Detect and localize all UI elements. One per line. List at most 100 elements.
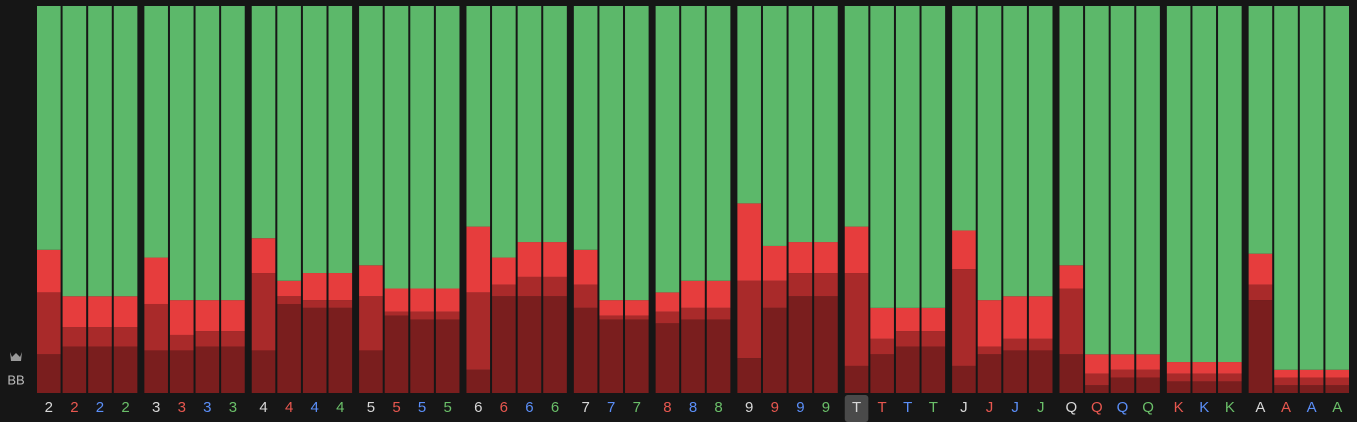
bar-segment xyxy=(1218,373,1242,382)
bar-segment xyxy=(1325,369,1349,378)
bar-segment xyxy=(113,296,138,328)
bar-segment xyxy=(492,296,516,393)
bar-segment xyxy=(1136,354,1160,370)
bar-segment xyxy=(88,327,112,347)
x-tick-label: 5 xyxy=(418,399,426,416)
bar-segment xyxy=(1085,6,1109,355)
bar-segment xyxy=(384,311,409,316)
x-tick-label: 4 xyxy=(311,399,319,416)
bar-segment xyxy=(169,300,194,335)
x-tick-label: 6 xyxy=(525,399,533,416)
bar-segment xyxy=(1274,377,1298,386)
bar-segment xyxy=(221,346,245,393)
bar-segment xyxy=(410,6,434,289)
bar-segment xyxy=(921,6,946,308)
bar-segment xyxy=(1110,377,1135,393)
bar-segment xyxy=(517,242,542,277)
bar-segment xyxy=(599,6,624,301)
bar-segment xyxy=(1192,362,1217,374)
bar-segment xyxy=(844,273,869,366)
bar-segment xyxy=(952,230,976,270)
bar-segment xyxy=(359,6,383,266)
bar-segment xyxy=(435,311,460,320)
x-tick-label: 6 xyxy=(474,399,482,416)
bar-segment xyxy=(113,6,138,297)
bar-segment xyxy=(251,350,276,393)
bar-segment xyxy=(1325,385,1349,393)
x-tick-label: A xyxy=(1332,399,1342,416)
x-tick-label: T xyxy=(852,399,861,416)
bar-segment xyxy=(1059,288,1084,355)
bar-segment xyxy=(1085,354,1109,374)
bar-segment xyxy=(1085,385,1109,393)
x-tick-label: 3 xyxy=(203,399,211,416)
bar-segment xyxy=(1274,385,1298,393)
bar-segment xyxy=(435,6,460,289)
x-tick-label: 4 xyxy=(285,399,293,416)
x-tick-label: 7 xyxy=(581,399,589,416)
bar-segment xyxy=(302,273,327,301)
bar-segment xyxy=(1110,354,1135,370)
bar-segment xyxy=(706,319,731,393)
bar-segment xyxy=(599,319,624,393)
x-tick-label: J xyxy=(1037,399,1045,416)
bar-segment xyxy=(251,273,276,351)
x-tick-label: 9 xyxy=(771,399,779,416)
bar-segment xyxy=(681,319,705,393)
x-tick-label: T xyxy=(903,399,912,416)
bar-segment xyxy=(1003,350,1027,393)
y-label: BB xyxy=(7,372,24,387)
bar-segment xyxy=(62,346,87,393)
bar-segment xyxy=(1248,6,1273,254)
bar-segment xyxy=(737,280,761,359)
bar-segment xyxy=(870,354,894,393)
x-tick-label: 6 xyxy=(551,399,559,416)
bar-segment xyxy=(814,296,838,393)
x-tick-label: 9 xyxy=(796,399,804,416)
bar-segment xyxy=(1028,296,1053,339)
bar-segment xyxy=(113,327,138,347)
bar-segment xyxy=(599,300,624,316)
x-tick-label: 7 xyxy=(607,399,615,416)
bar-segment xyxy=(788,273,813,297)
bar-segment xyxy=(625,315,649,320)
bar-segment xyxy=(1218,6,1242,363)
bar-segment xyxy=(88,296,112,328)
x-tick-label: 5 xyxy=(367,399,375,416)
x-tick-label: 9 xyxy=(745,399,753,416)
bar-segment xyxy=(599,315,624,320)
bar-segment xyxy=(977,346,1002,355)
bar-segment xyxy=(543,276,567,297)
bar-segment xyxy=(517,6,542,243)
bar-segment xyxy=(921,307,946,332)
bar-segment xyxy=(681,6,705,281)
crown-icon xyxy=(10,352,22,361)
bar-segment xyxy=(681,280,705,308)
bar-segment xyxy=(113,346,138,393)
x-tick-label: 8 xyxy=(689,399,697,416)
x-tick-label: 8 xyxy=(714,399,722,416)
bar-segment xyxy=(62,296,87,328)
bar-segment xyxy=(1218,362,1242,374)
x-tick-label: 5 xyxy=(392,399,400,416)
bar-segment xyxy=(37,6,61,250)
x-tick-label: T xyxy=(878,399,887,416)
bar-segment xyxy=(1110,6,1135,355)
bar-segment xyxy=(169,334,194,351)
x-tick-label: 8 xyxy=(663,399,671,416)
bar-segment xyxy=(435,319,460,393)
bar-segment xyxy=(410,319,434,393)
bar-segment xyxy=(1248,253,1273,285)
bar-segment xyxy=(870,307,894,339)
bar-segment xyxy=(1299,377,1324,386)
bar-segment xyxy=(762,6,787,246)
bar-segment xyxy=(1059,354,1084,393)
bar-segment xyxy=(1136,377,1160,393)
bar-segment xyxy=(384,315,409,393)
x-tick-label: Q xyxy=(1142,399,1154,416)
bar-segment xyxy=(1325,6,1349,370)
bar-segment xyxy=(277,280,301,297)
highlight xyxy=(844,395,869,422)
bar-segment xyxy=(144,6,168,258)
bar-segment xyxy=(737,203,761,281)
